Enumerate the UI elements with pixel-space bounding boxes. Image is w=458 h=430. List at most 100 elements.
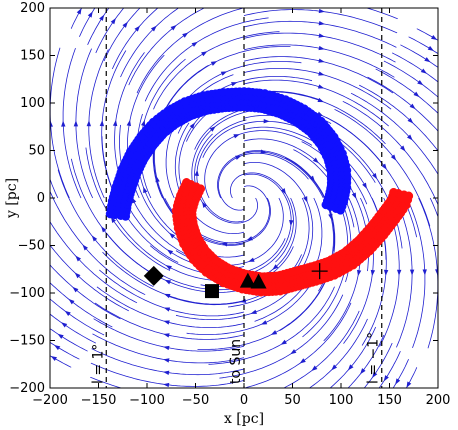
- streamline-arrow: [351, 192, 357, 199]
- streamline-arrow: [86, 120, 91, 127]
- streamline-arrow: [409, 269, 415, 276]
- streamline-arrow: [73, 120, 79, 127]
- streamline: [194, 133, 259, 224]
- x-tick-label: 100: [329, 393, 354, 408]
- streamline-arrow: [74, 272, 81, 279]
- streamline-arrow: [143, 186, 148, 194]
- streamline: [406, 197, 426, 349]
- y-tick-label: −100: [9, 286, 45, 301]
- streamline-arrow: [122, 21, 128, 28]
- streamline-arrow: [424, 57, 431, 63]
- streamline: [229, 172, 294, 263]
- streamline-arrow: [99, 120, 105, 127]
- streamline: [442, 198, 452, 225]
- streamline-arrow: [68, 298, 75, 305]
- streamline-arrow: [170, 25, 177, 31]
- streamline-arrow: [390, 154, 397, 161]
- reference-line-label: l = 1°: [90, 344, 106, 384]
- streamline-arrow: [87, 11, 93, 18]
- streamline-arrow: [165, 265, 172, 270]
- y-tick-label: 50: [28, 144, 45, 159]
- streamline-arrow: [318, 21, 325, 26]
- reference-lines: [105, 8, 383, 388]
- streamline-arrow: [250, 309, 257, 314]
- streamline-arrow: [420, 68, 427, 74]
- plus-marker: [311, 263, 328, 280]
- streamline-arrow: [317, 97, 324, 103]
- y-tick-label: −50: [18, 239, 45, 254]
- streamline-arrow: [319, 0, 325, 2]
- streamline: [429, 197, 438, 219]
- streamline-arrow: [444, 208, 450, 215]
- streamline-arrow: [331, 364, 338, 371]
- streamline-arrow: [347, 364, 354, 371]
- square-marker: [204, 284, 219, 299]
- streamline-arrow: [201, 51, 208, 57]
- streamline: [383, 60, 438, 98]
- streamline-arrow: [395, 378, 401, 385]
- streamline-arrow: [112, 119, 118, 127]
- streamline-arrow: [435, 269, 438, 276]
- streamline-arrow: [318, 8, 325, 14]
- x-tick-label: 150: [377, 393, 402, 408]
- x-tick-label: 50: [284, 393, 301, 408]
- streamline: [243, 302, 352, 388]
- y-tick-label: −200: [9, 381, 45, 396]
- streamline-arrow: [91, 235, 98, 242]
- streamline-arrow: [356, 269, 362, 277]
- streamline-arrow: [110, 18, 116, 25]
- streamline-arrow: [191, 41, 198, 47]
- streamline: [365, 8, 398, 20]
- streamline-arrow: [210, 61, 218, 66]
- y-tick-label: 150: [20, 49, 45, 64]
- streamline-arrow: [407, 117, 414, 124]
- streamline-arrow: [317, 84, 325, 89]
- streamline-arrow: [372, 172, 378, 180]
- streamline-arrow: [270, 330, 278, 335]
- streamline-arrow: [72, 286, 79, 293]
- streamline-arrow: [248, 257, 255, 262]
- streamline-arrow: [134, 25, 141, 32]
- streamline-arrow: [194, 169, 199, 176]
- streamline-arrow: [318, 71, 325, 76]
- streamline-arrow: [75, 255, 82, 262]
- streamline-arrow: [360, 368, 366, 375]
- streamline: [103, 8, 141, 62]
- streamline: [243, 9, 398, 34]
- arm-point: [389, 187, 399, 197]
- streamline-arrow: [50, 356, 58, 362]
- streamline-arrow: [231, 82, 238, 87]
- streamline-arrow: [141, 119, 146, 127]
- streamline-arrow: [289, 220, 294, 227]
- streamline-arrow: [381, 163, 387, 170]
- x-axis-label: x [pc]: [224, 411, 264, 427]
- streamline-arrow: [37, 181, 43, 188]
- streamline-arrow: [110, 216, 116, 224]
- streamline: [308, 318, 368, 388]
- streamline-arrow: [82, 244, 89, 251]
- streamline-arrow: [99, 14, 105, 21]
- streamline-arrow: [397, 269, 402, 276]
- streamline-arrow: [406, 134, 413, 141]
- streamline-arrow: [182, 32, 189, 38]
- streamlines: [36, 0, 452, 388]
- streamline-arrow: [318, 45, 325, 51]
- streamline-arrow: [76, 8, 82, 15]
- streamline: [217, 151, 324, 199]
- streamline-arrow: [311, 365, 318, 371]
- x-tick-label: −50: [182, 393, 209, 408]
- streamline-arrow: [312, 157, 319, 164]
- arm-point: [336, 205, 345, 215]
- streamline: [75, 48, 94, 199]
- reference-line-label: to Sun: [228, 339, 244, 384]
- streamline-arrow: [64, 310, 71, 317]
- streamline: [359, 84, 438, 152]
- data-points: [105, 87, 414, 297]
- streamline-arrow: [422, 269, 427, 276]
- streamline-arrow: [36, 121, 41, 127]
- streamline-arrow: [164, 293, 171, 299]
- streamline-arrow: [209, 126, 216, 132]
- streamline-arrow: [166, 249, 174, 255]
- streamline-arrow: [318, 33, 325, 38]
- reference-line-label: l = −1°: [366, 332, 382, 384]
